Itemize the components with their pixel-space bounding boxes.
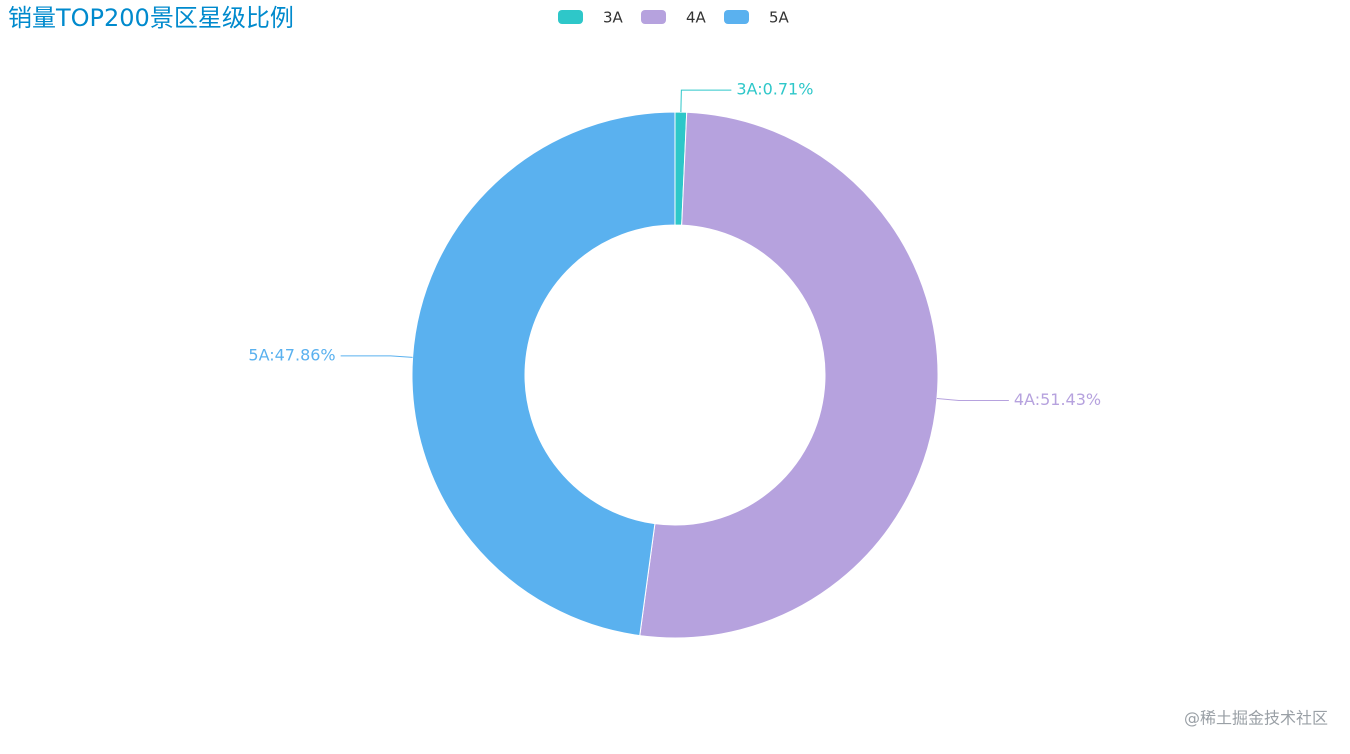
- legend-label[interactable]: 3A: [603, 9, 624, 27]
- legend-label[interactable]: 4A: [686, 9, 707, 27]
- label-line: [680, 89, 732, 113]
- legend-label[interactable]: 5A: [769, 9, 790, 27]
- watermark: @稀土掘金技术社区: [1184, 709, 1328, 728]
- legend-swatch[interactable]: [558, 10, 583, 24]
- data-label: 5A:47.86%: [248, 345, 335, 364]
- data-label: 4A:51.43%: [1014, 390, 1101, 409]
- data-label: 3A:0.71%: [736, 80, 813, 99]
- legend-swatch[interactable]: [641, 10, 666, 24]
- chart-title: 销量TOP200景区星级比例: [8, 4, 294, 32]
- donut-slice: [639, 111, 939, 639]
- label-line: [340, 355, 413, 358]
- legend-swatch[interactable]: [724, 10, 749, 24]
- donut-slice: [411, 111, 676, 637]
- label-line: [936, 398, 1009, 401]
